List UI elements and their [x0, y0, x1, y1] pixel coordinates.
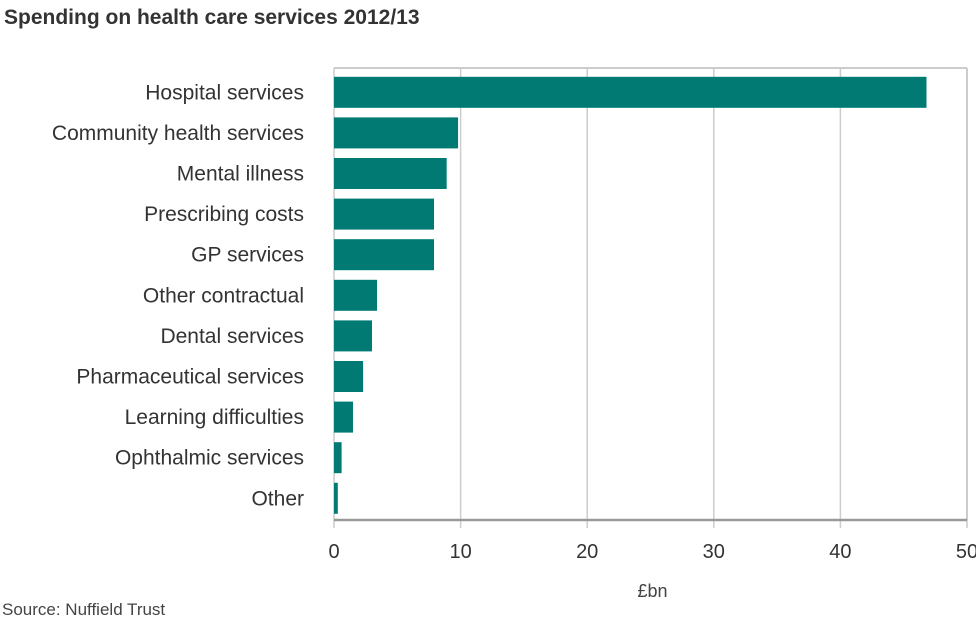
category-label: Prescribing costs — [144, 203, 304, 226]
category-label: Other — [251, 487, 304, 510]
x-tick-label: 40 — [829, 541, 851, 563]
bar — [334, 239, 435, 271]
category-label: Other contractual — [143, 284, 304, 307]
bar — [334, 76, 927, 108]
x-tick-label: 30 — [703, 541, 725, 563]
x-tick-label: 20 — [576, 541, 598, 563]
category-label: Hospital services — [145, 81, 304, 104]
bar — [334, 117, 459, 149]
bar — [334, 320, 372, 352]
bar — [334, 401, 353, 433]
chart-source: Source: Nuffield Trust — [2, 600, 166, 619]
category-label: Pharmaceutical services — [76, 366, 304, 389]
x-tick-label: 10 — [449, 541, 471, 563]
category-label: GP services — [191, 244, 304, 267]
bar — [334, 279, 378, 311]
chart-title: Spending on health care services 2012/13 — [4, 6, 420, 29]
x-axis-label: £bn — [637, 581, 667, 601]
category-label: Mental illness — [177, 163, 304, 186]
category-label: Community health services — [52, 122, 304, 145]
category-label: Dental services — [160, 325, 304, 348]
category-label: Learning difficulties — [125, 406, 304, 429]
bar — [334, 361, 364, 392]
bar — [334, 482, 338, 514]
category-label: Ophthalmic services — [115, 447, 304, 470]
bar — [334, 158, 447, 189]
x-tick-label: 50 — [956, 541, 976, 563]
x-tick-label: 0 — [328, 541, 339, 563]
bar — [334, 198, 435, 230]
bar — [334, 442, 342, 474]
